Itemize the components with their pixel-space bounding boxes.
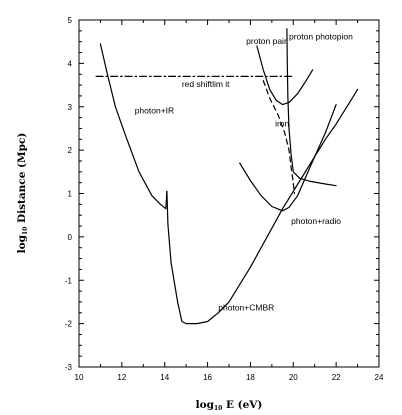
x-tick-label: 20 [289, 373, 298, 382]
x-tick-label: 14 [160, 373, 169, 382]
x-tick-label: 24 [375, 373, 384, 382]
x-tick-label: 16 [203, 373, 212, 382]
series-photon-cmbr-line [166, 88, 359, 325]
x-tick-label: 22 [332, 373, 341, 382]
annotation-photon-radio: photon+radio [291, 216, 341, 226]
annotation-red-shiftlim-it: red shiftlim it [182, 79, 230, 89]
series-proton-photopion-line [286, 28, 337, 187]
x-tick-label: 12 [117, 373, 126, 382]
annotation-iron: iron [275, 118, 289, 128]
series-photon-radio-line [239, 103, 337, 212]
y-axis: -3 -2 -1 0 1 2 3 4 5 [65, 16, 379, 372]
y-axis-title: log10 Distance (Mpc) [16, 133, 29, 254]
y-tick-label: 0 [68, 233, 73, 242]
plot-area-border [78, 19, 380, 368]
x-axis: 10 12 14 16 18 20 22 24 [75, 20, 384, 382]
series-iron-line [262, 80, 295, 195]
annotation-photon-ir: photon+IR [135, 105, 174, 115]
y-tick-label: -1 [65, 276, 73, 285]
series-photon-ir-line [99, 43, 168, 210]
x-tick-label: 10 [75, 373, 84, 382]
annotation-proton-photopion: proton photopion [289, 32, 353, 42]
y-tick-label: 3 [68, 103, 73, 112]
series-proton-pair-line [256, 45, 314, 106]
annotation-proton-pair: proton pair [246, 36, 287, 46]
x-tick-label: 18 [246, 373, 255, 382]
y-tick-label: 2 [68, 146, 73, 155]
y-tick-label: -2 [65, 320, 73, 329]
annotation-layer: proton pair proton photopion red shiftlim … [135, 32, 353, 313]
series-layer [95, 28, 359, 325]
plot-frame [78, 19, 380, 368]
y-tick-label: 5 [68, 16, 73, 25]
y-tick-label: -3 [65, 363, 73, 372]
x-axis-title: log10 E (eV) [196, 399, 263, 412]
y-tick-label: 1 [68, 190, 73, 199]
annotation-photon-cmbr: photon+CMBR [218, 303, 274, 313]
y-tick-label: 4 [68, 59, 73, 68]
